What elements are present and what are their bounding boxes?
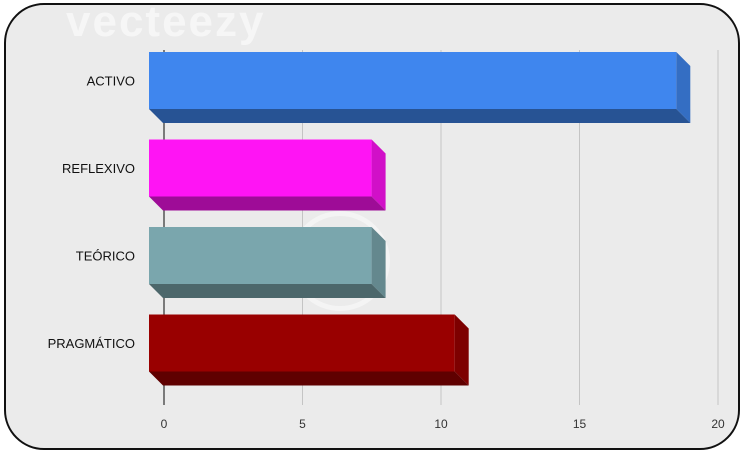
bar-side [676, 52, 691, 123]
bar-bottom [149, 371, 469, 386]
x-tick-label: 15 [573, 417, 587, 431]
category-label: REFLEXIVO [62, 161, 135, 176]
x-tick-label: 0 [161, 417, 168, 431]
category-label: PRAGMÁTICO [48, 336, 135, 351]
bar-front [149, 314, 455, 372]
tick-labels: 0 5 10 15 20 [161, 417, 725, 431]
bar-activo [149, 52, 691, 123]
x-tick-label: 10 [434, 417, 448, 431]
category-labels: ACTIVO REFLEXIVO TEÓRICO PRAGMÁTICO [48, 74, 135, 352]
bar-front [149, 139, 372, 197]
bar-front [149, 227, 372, 284]
bar-side [371, 139, 386, 211]
bar-bottom [149, 284, 386, 298]
bar-teórico [149, 227, 386, 298]
x-tick-label: 5 [299, 417, 306, 431]
bar-side [371, 227, 386, 298]
bars [149, 52, 691, 386]
bar-bottom [149, 109, 691, 123]
bar-pragmático [149, 314, 469, 386]
watermark-text: vecteezy [66, 3, 266, 46]
bar-side [454, 314, 469, 386]
category-label: TEÓRICO [76, 249, 135, 264]
category-label: ACTIVO [87, 74, 135, 89]
bar-reflexivo [149, 139, 386, 211]
bar-bottom [149, 196, 386, 211]
x-tick-label: 20 [711, 417, 725, 431]
bar-front [149, 52, 677, 109]
